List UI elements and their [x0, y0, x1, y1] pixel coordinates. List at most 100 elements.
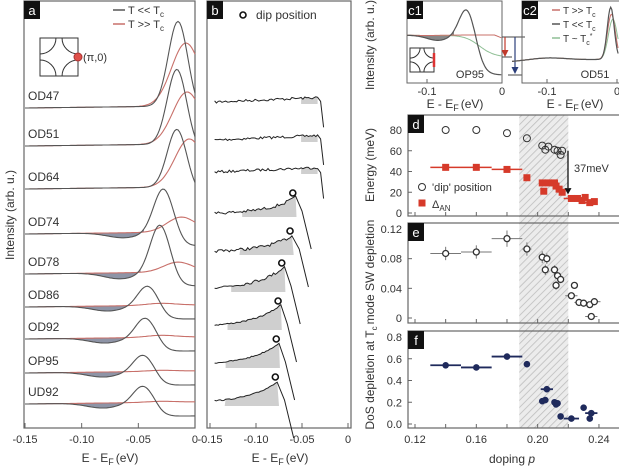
spectrum-UD92 [214, 373, 295, 439]
spectrum-OD86 [214, 259, 301, 325]
legend-label: T ~ Tc* [563, 33, 593, 47]
spectrum-OD74 [214, 189, 312, 250]
dos-depletion-point [442, 361, 449, 369]
shaded-area [242, 196, 297, 217]
gap-annotation: 37meV [574, 163, 610, 175]
shaded-area [225, 343, 280, 368]
x-tick-label: 0 [345, 434, 351, 446]
spectrum-OP95 [214, 335, 296, 401]
sample-OD74: OD74 [25, 188, 196, 246]
curve-low-T [25, 224, 196, 287]
bz-square [39, 37, 79, 77]
red-arrow-head [501, 50, 509, 57]
legend-text: T >> T [128, 19, 160, 31]
xlabel-main: E - E [427, 97, 454, 111]
sample-label: OP95 [456, 69, 484, 81]
bz-square [409, 47, 435, 73]
curve-low-T [511, 5, 619, 62]
x-tick-label: 0 [499, 86, 505, 98]
legend-dip-label: 'dip' position [432, 182, 492, 194]
x-tick-label: 0.24 [588, 434, 609, 446]
y-tick-label: 0.08 [381, 254, 402, 266]
xlabel-unit: (eV) [581, 97, 604, 111]
panel-label-text: a [28, 3, 36, 18]
panel-e-label: e [408, 223, 424, 241]
delta-an-point [544, 179, 552, 187]
delta-an-point [573, 194, 581, 202]
xlabel-main: E - E [82, 451, 109, 465]
dip-marker [286, 227, 294, 235]
blue-arrow-head [511, 67, 519, 74]
panel-label-text: c2 [523, 3, 537, 18]
y-tick-label: 60 [390, 146, 402, 158]
x-tick-label: -0.15 [12, 434, 37, 446]
antinode-label: (π,0) [83, 52, 107, 64]
x-tick-label: -0.15 [197, 434, 222, 446]
sw-depletion-point [567, 292, 576, 300]
panel-frame-f [407, 330, 619, 429]
dip-position-point [441, 126, 450, 134]
dip-marker [272, 335, 281, 343]
dip-position-point [556, 150, 565, 159]
panel-label-box [207, 1, 223, 19]
dip-marker [277, 259, 286, 267]
x-tick-label: -0.1 [538, 86, 557, 98]
dos-depletion-point [554, 400, 561, 407]
sw-depletion-point [541, 266, 549, 274]
sw-depletion-point [503, 234, 511, 243]
sample-label: OP95 [28, 354, 59, 368]
y-tick-label: 0.6 [387, 354, 402, 366]
x-tick-label: 0.12 [404, 434, 425, 446]
shaded-area [301, 96, 318, 104]
xlabel-sub: F [573, 103, 579, 113]
y-tick-label: 0.0 [387, 419, 402, 431]
sample-UD92: UD92 [25, 385, 195, 417]
brillouin-zone-inset [409, 47, 435, 73]
sw-depletion-point [570, 281, 579, 290]
panel-frame-d [407, 114, 619, 217]
x-tick-label: 0 [192, 434, 198, 446]
curve-low-T [25, 354, 195, 386]
x-axis-label: E - EF (eV) [252, 451, 309, 467]
xlabel-main: E - E [252, 451, 279, 465]
sw-depletion-point [552, 281, 560, 290]
fermi-surface-arc [409, 47, 421, 59]
curve-high-T [406, 34, 502, 39]
dos-depletion-point [503, 353, 511, 360]
panel-c1-label: c1 [407, 1, 423, 19]
legend-label: T >> Tc [563, 6, 596, 19]
panel-label-text: c1 [408, 3, 422, 18]
curve-low-T [25, 317, 195, 352]
spectrum-OD47 [214, 96, 325, 128]
panel-label-box [408, 115, 424, 133]
shaded-area [227, 304, 282, 330]
panel-label-box [407, 1, 423, 19]
sample-label: UD92 [28, 385, 59, 399]
dos-depletion-point [568, 415, 575, 422]
x-tick-label: -0.10 [69, 434, 94, 446]
curve-low-T [25, 285, 195, 320]
x-axis-label: E - EF (eV) [82, 451, 139, 467]
sample-OD78: OD78 [25, 224, 196, 287]
spectrum-curve [214, 96, 325, 128]
legend-delta-label: ΔAN [432, 199, 451, 213]
sample-OD47: OD47 [25, 20, 196, 109]
y-axis-label: DoS depletion at Tc [363, 326, 379, 429]
fermi-surface-arc [39, 37, 57, 55]
dip-marker [288, 189, 297, 197]
dip-marker [271, 373, 280, 381]
spectrum-OD64 [214, 166, 325, 199]
panel-label-text: b [211, 3, 218, 18]
x-axis-label: E - EF (eV) [547, 97, 604, 113]
sample-label: OD51 [581, 69, 610, 81]
sample-OP95: OP95 [25, 354, 195, 386]
legend-text: Δ [432, 199, 440, 211]
y-axis-label: mode SW depletion [363, 220, 377, 325]
delta-an-point [590, 198, 598, 206]
x-axis-label: E - EF (eV) [427, 97, 484, 113]
dos-depletion-point [542, 396, 549, 404]
sample-OD92: OD92 [25, 317, 195, 352]
panel-label-box [522, 1, 538, 19]
delta-an-point [503, 165, 511, 173]
